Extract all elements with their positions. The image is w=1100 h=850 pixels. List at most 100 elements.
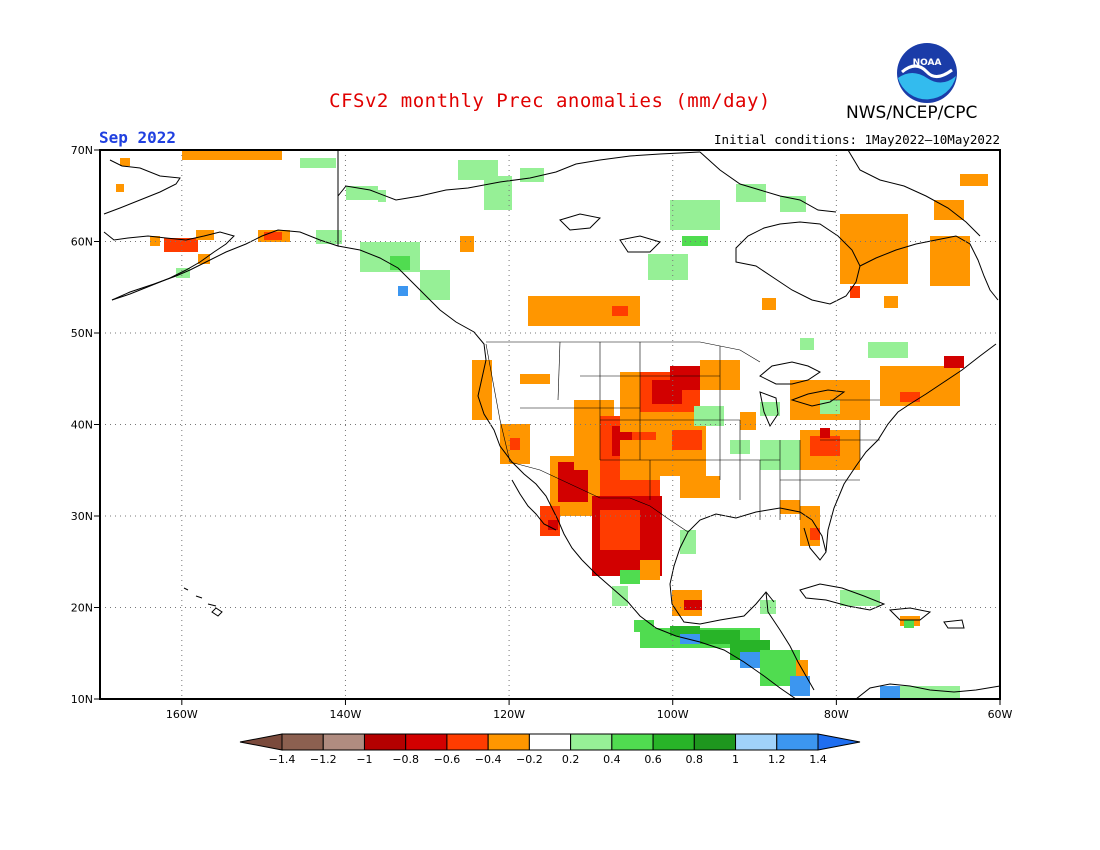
anomaly-cell: [900, 392, 920, 402]
anomaly-cell: [672, 430, 702, 450]
anomaly-cell: [460, 236, 474, 252]
colorbar-swatch: [652, 733, 695, 751]
noaa-logo-icon: NOAA: [897, 43, 957, 103]
anomaly-cell: [684, 600, 702, 610]
anomaly-cell: [640, 560, 660, 580]
anomaly-cell: [840, 590, 880, 606]
colorbar-label: 1.2: [768, 753, 786, 766]
anomaly-cell: [904, 620, 914, 628]
colorbar-swatch: [281, 733, 324, 751]
anomaly-cell: [420, 270, 450, 300]
colorbar-label: 0.4: [603, 753, 621, 766]
lon-label: 80W: [824, 708, 849, 721]
anomaly-cell: [820, 428, 830, 438]
anomaly-cell: [196, 230, 214, 240]
initial-conditions-label: Initial conditions: 1May2022–10May2022: [714, 132, 1000, 147]
anomaly-cells: [116, 150, 988, 699]
anomaly-cell: [612, 586, 628, 606]
colorbar-high-arrow: [817, 733, 861, 751]
anomaly-cell: [760, 402, 780, 416]
colorbar-swatch: [570, 733, 613, 751]
anomaly-cell: [736, 184, 766, 202]
map-title: CFSv2 monthly Prec anomalies (mm/day): [329, 90, 771, 112]
anomaly-cell: [810, 528, 820, 540]
latitude-labels: 10N 20N 30N 40N 50N 60N 70N: [71, 144, 93, 706]
longitude-labels: 160W 140W 120W 100W 80W 60W: [166, 708, 1013, 721]
lon-label: 120W: [493, 708, 525, 721]
colorbar-swatch: [487, 733, 530, 751]
anomaly-cell: [600, 510, 640, 550]
colorbar-swatch: [693, 733, 737, 751]
anomaly-cell: [484, 176, 512, 210]
anomaly-cell: [346, 186, 378, 200]
anomaly-cell: [960, 174, 988, 186]
anomaly-cell: [300, 158, 336, 168]
anomaly-cell: [694, 406, 724, 426]
anomaly-cell: [120, 158, 130, 166]
colorbar-swatch: [363, 733, 407, 751]
colorbar-low-arrow: [239, 733, 283, 751]
anomaly-cell: [458, 160, 498, 180]
colorbar-label: 1.4: [809, 753, 827, 766]
colorbar-label: −1: [356, 753, 372, 766]
anomaly-cell: [510, 438, 520, 450]
map-frame: [99, 149, 1001, 700]
colorbar: −1.4 −1.2 −1 −0.8 −0.6 −0.4 −0.2 0.2 0.4 0.6 0.8 1 1…: [239, 733, 861, 766]
anomaly-cell: [810, 436, 840, 456]
lon-label: 140W: [330, 708, 362, 721]
anomaly-cell: [680, 530, 696, 554]
political-borders: [485, 341, 880, 533]
colorbar-label: 0.2: [562, 753, 580, 766]
lat-label: 10N: [71, 693, 93, 706]
anomaly-cell: [944, 356, 964, 368]
anomaly-cell: [520, 374, 550, 384]
anomaly-cell: [900, 686, 960, 699]
anomaly-cell: [884, 296, 898, 308]
anomaly-cell: [850, 286, 860, 298]
lat-label: 50N: [71, 327, 93, 340]
anomaly-cell: [548, 520, 558, 530]
colorbar-label: 0.6: [644, 753, 662, 766]
anomaly-cell: [472, 360, 492, 420]
logo-text: NOAA: [913, 58, 942, 68]
colorbar-swatch: [528, 733, 572, 751]
colorbar-swatch: [405, 733, 448, 751]
colorbar-swatch: [735, 733, 778, 751]
anomaly-cell: [670, 200, 720, 230]
colorbar-swatch: [776, 733, 819, 751]
colorbar-label: −1.4: [269, 753, 296, 766]
lat-label: 20N: [71, 602, 93, 615]
colorbar-label: −1.2: [310, 753, 337, 766]
anomaly-cell: [740, 412, 756, 430]
lat-lon-grid: [94, 149, 1001, 705]
lat-label: 30N: [71, 510, 93, 523]
anomaly-cell: [762, 298, 776, 310]
anomaly-cell: [378, 190, 386, 202]
anomaly-cell: [790, 676, 810, 696]
lon-label: 60W: [988, 708, 1013, 721]
anomaly-cell: [880, 686, 900, 699]
colorbar-label: −0.8: [392, 753, 419, 766]
anomaly-cell: [182, 150, 282, 160]
anomaly-cell: [398, 286, 408, 296]
forecast-period: Sep 2022: [99, 128, 177, 147]
agency-label: NWS/NCEP/CPC: [846, 103, 978, 123]
anomaly-cell: [648, 254, 688, 280]
anomaly-cell: [620, 570, 640, 584]
lon-label: 100W: [657, 708, 689, 721]
anomaly-cell: [390, 256, 410, 270]
colorbar-label: −0.2: [516, 753, 543, 766]
anomaly-cell: [264, 232, 282, 240]
colorbar-swatch: [611, 733, 654, 751]
anomaly-cell: [680, 476, 720, 498]
anomaly-cell: [164, 238, 198, 252]
colorbar-swatch: [322, 733, 365, 751]
lon-label: 160W: [166, 708, 198, 721]
coastlines: [103, 150, 1000, 699]
colorbar-label: −0.6: [434, 753, 461, 766]
anomaly-cell: [930, 236, 970, 286]
lat-label: 40N: [71, 419, 93, 432]
anomaly-cell: [868, 342, 908, 358]
anomaly-cell: [116, 184, 124, 192]
